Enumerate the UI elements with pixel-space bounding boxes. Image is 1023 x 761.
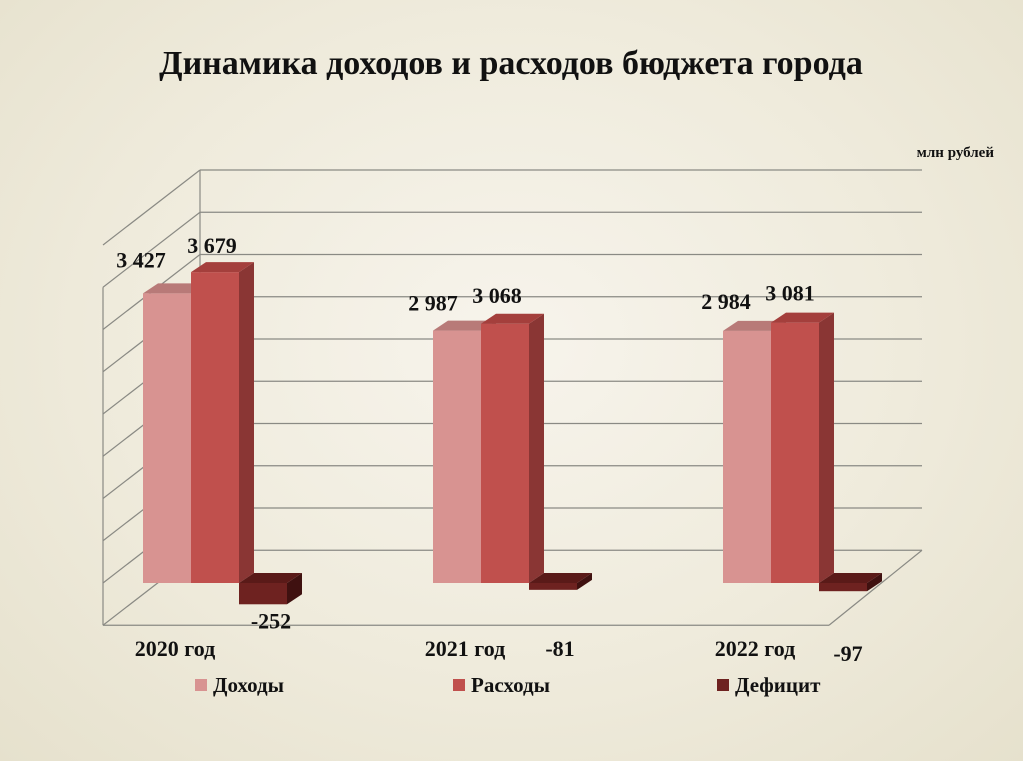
data-label-дефицит-2: -81 [545,636,574,661]
category-label-2: 2021 год [425,636,505,661]
bar-top [481,313,544,324]
legend-label: Расходы [471,673,550,697]
data-labels: 3 427 3 679 -252 2020 год 2 987 3 068 -81 2021 … [116,233,862,666]
legend-label: Доходы [213,673,284,697]
bar-top [529,573,592,583]
data-label-расходы-3: 3 081 [765,281,815,306]
bar-front [143,293,191,583]
bar-front [239,583,287,605]
bar-side [239,262,254,583]
category-label-1: 2020 год [135,636,215,661]
legend-item-дефицит: Дефицит [717,673,821,697]
bar-расходы-3 [771,312,834,583]
bar-top [771,312,834,323]
bar-top [239,573,302,583]
bar-front [433,330,481,583]
bar-top [819,573,882,583]
unit-label: млн рублей [917,145,995,161]
data-label-расходы-1: 3 679 [187,233,237,258]
data-label-дефицит-1: -252 [251,608,291,633]
bar-top [143,283,206,294]
bar-top [433,320,496,331]
bar-side [577,573,592,590]
bar-front [529,583,577,590]
bar-side [529,313,544,583]
gridline-side [102,211,201,288]
data-label-дефицит-3: -97 [833,641,862,666]
chart-title: Динамика доходов и расходов бюджета горо… [159,45,863,82]
bar-front [819,583,867,592]
bar-side [819,312,834,583]
bar-front [191,272,239,583]
gridline-side [102,169,201,246]
bar-side [867,573,882,592]
bar-дефицит-1 [239,573,302,605]
bar-дефицит-2 [529,573,592,590]
data-label-доходы-1: 3 427 [116,247,166,272]
bar-top [723,320,786,331]
data-label-доходы-2: 2 987 [408,291,458,316]
bar-front [723,330,771,583]
legend-item-расходы: Расходы [453,673,550,697]
data-label-доходы-3: 2 984 [701,289,751,314]
category-label-3: 2022 год [715,636,795,661]
legend-item-доходы: Доходы [195,673,284,697]
legend-label: Дефицит [735,673,821,697]
legend-swatch [453,679,465,691]
bar-side [287,573,302,605]
bar-расходы-2 [481,313,544,583]
bar-top [191,262,254,273]
legend-swatch [195,679,207,691]
bar-дефицит-3 [819,573,882,592]
bar-front [771,322,819,583]
legend-swatch [717,679,729,691]
legend: Доходы Расходы Дефицит [195,673,821,697]
floor-right-edge [828,549,923,626]
data-label-расходы-2: 3 068 [472,283,522,308]
bars [143,262,882,605]
bar-расходы-1 [191,262,254,583]
bar-front [481,323,529,583]
